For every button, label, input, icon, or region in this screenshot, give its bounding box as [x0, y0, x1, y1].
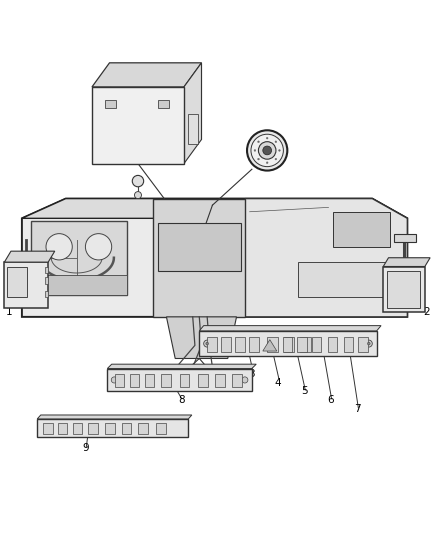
Bar — [235, 337, 245, 352]
Circle shape — [258, 141, 259, 143]
Bar — [45, 266, 48, 273]
Bar — [58, 423, 67, 434]
Polygon shape — [4, 262, 48, 308]
Polygon shape — [92, 63, 201, 87]
Circle shape — [275, 158, 277, 160]
Bar — [88, 423, 98, 434]
Bar — [312, 337, 321, 352]
Circle shape — [247, 130, 287, 171]
Bar — [73, 423, 82, 434]
Bar — [156, 423, 166, 434]
Polygon shape — [387, 271, 420, 308]
Bar — [267, 337, 278, 352]
Bar — [283, 337, 292, 352]
Text: 1: 1 — [5, 308, 12, 318]
Polygon shape — [110, 63, 201, 140]
Text: 3: 3 — [248, 369, 255, 379]
Polygon shape — [263, 340, 277, 351]
Bar — [130, 374, 139, 387]
Bar — [198, 374, 208, 387]
Circle shape — [365, 340, 372, 347]
Text: 5: 5 — [301, 386, 308, 397]
Polygon shape — [37, 419, 188, 437]
Polygon shape — [199, 331, 377, 356]
Polygon shape — [383, 258, 430, 266]
Bar — [122, 423, 131, 434]
Bar — [115, 374, 124, 387]
Text: 6: 6 — [327, 395, 334, 405]
Text: 2: 2 — [424, 308, 431, 318]
Bar — [215, 374, 225, 387]
Bar — [43, 423, 53, 434]
Bar — [161, 374, 171, 387]
Circle shape — [132, 175, 144, 187]
Polygon shape — [394, 233, 416, 243]
Polygon shape — [199, 326, 381, 331]
Polygon shape — [31, 275, 127, 295]
Circle shape — [204, 340, 211, 347]
Circle shape — [266, 138, 268, 139]
Bar — [158, 101, 169, 108]
Circle shape — [206, 342, 208, 345]
Polygon shape — [107, 364, 256, 368]
Polygon shape — [333, 212, 390, 247]
Circle shape — [258, 158, 259, 160]
Polygon shape — [184, 63, 201, 164]
Bar — [249, 337, 259, 352]
Circle shape — [251, 134, 283, 167]
Bar — [145, 374, 154, 387]
Polygon shape — [4, 251, 55, 262]
Bar — [45, 290, 48, 297]
Circle shape — [279, 150, 280, 151]
Text: 4: 4 — [275, 377, 282, 387]
Text: 9: 9 — [82, 443, 89, 453]
Bar — [328, 337, 337, 352]
Bar — [284, 337, 294, 352]
Bar — [300, 337, 311, 352]
Circle shape — [367, 342, 370, 345]
Polygon shape — [37, 415, 192, 419]
Circle shape — [134, 191, 141, 199]
Polygon shape — [158, 223, 241, 271]
Bar — [105, 423, 115, 434]
Bar — [207, 337, 217, 352]
Polygon shape — [22, 199, 407, 317]
Polygon shape — [166, 317, 237, 359]
Bar — [297, 337, 307, 352]
Circle shape — [46, 233, 72, 260]
Circle shape — [263, 146, 272, 155]
Polygon shape — [153, 199, 245, 317]
Circle shape — [275, 141, 277, 143]
Bar — [138, 423, 148, 434]
Bar — [221, 337, 231, 352]
Bar — [180, 374, 189, 387]
Polygon shape — [22, 199, 407, 219]
Circle shape — [258, 142, 276, 159]
Polygon shape — [107, 368, 252, 391]
Polygon shape — [298, 262, 394, 297]
Polygon shape — [92, 87, 184, 164]
Circle shape — [111, 377, 117, 383]
Polygon shape — [7, 266, 27, 297]
Circle shape — [266, 162, 268, 164]
Bar — [105, 101, 116, 108]
Polygon shape — [31, 221, 127, 295]
Bar — [358, 337, 368, 352]
Polygon shape — [383, 266, 425, 312]
Circle shape — [254, 150, 256, 151]
Circle shape — [85, 233, 112, 260]
Polygon shape — [245, 199, 407, 317]
Bar — [232, 374, 242, 387]
Text: 7: 7 — [353, 404, 360, 414]
Bar — [344, 337, 353, 352]
Bar — [188, 114, 198, 144]
Bar — [45, 278, 48, 284]
Text: 8: 8 — [178, 395, 185, 405]
Circle shape — [242, 377, 248, 383]
